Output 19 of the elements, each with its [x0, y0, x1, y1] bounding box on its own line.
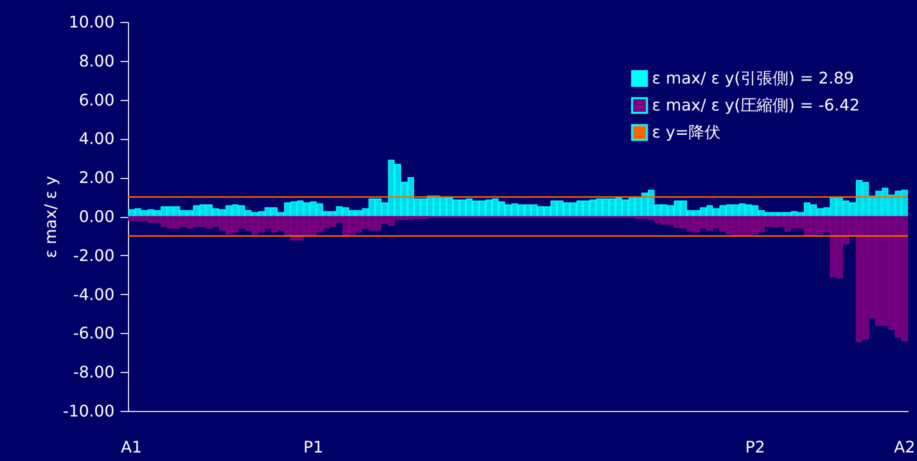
y-tick-label: 0.00: [78, 207, 114, 226]
y-tick-label: 4.00: [78, 129, 114, 148]
y-tick-label: -6.00: [73, 324, 114, 343]
legend-label: ε max/ ε y(圧縮側) = -6.42: [652, 96, 860, 114]
y-tick-label: 2.00: [78, 168, 114, 188]
x-tick-label: A2: [894, 438, 916, 456]
y-tick-label: 10.00: [68, 12, 114, 32]
legend-label: ε max/ ε y(引張側) = 2.89: [652, 68, 854, 88]
y-tick-label: 8.00: [78, 51, 114, 70]
y-tick-label: -2.00: [73, 246, 114, 265]
y-tick-label: -8.00: [73, 362, 114, 382]
x-tick-label: A1: [120, 438, 142, 456]
legend-label: ε y=降伏: [652, 122, 721, 142]
y-axis-title: ε max/ ε y: [40, 176, 60, 258]
x-tick-label: P2: [745, 438, 766, 456]
x-tick-label: P1: [303, 438, 324, 456]
y-tick-label: -10.00: [62, 402, 114, 420]
y-tick-label: -4.00: [73, 284, 114, 304]
y-tick-label: 6.00: [78, 90, 114, 110]
